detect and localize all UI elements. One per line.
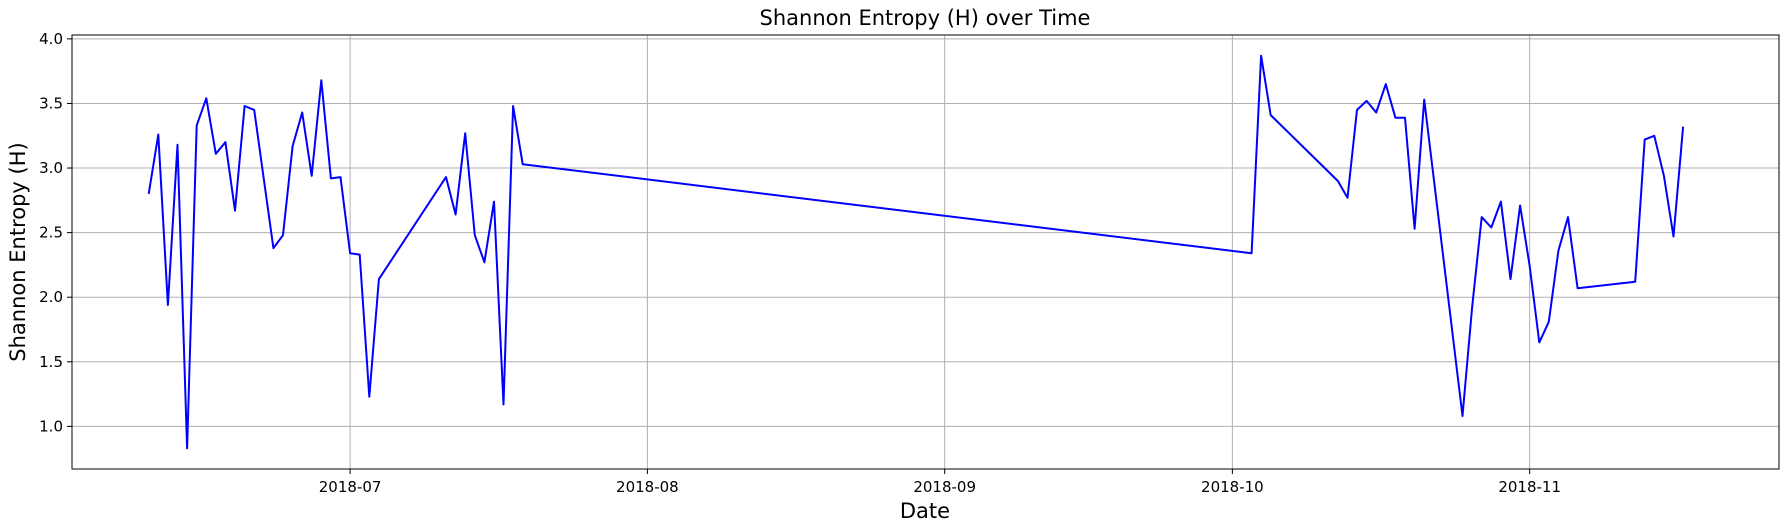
y-tick-label: 4.0 <box>39 30 63 48</box>
y-tick-label: 2.5 <box>39 224 63 242</box>
y-tick-label: 3.5 <box>39 94 63 112</box>
series-line <box>147 54 1685 450</box>
chart-title: Shannon Entropy (H) over Time <box>760 6 1091 30</box>
y-tick-label: 3.0 <box>39 159 63 177</box>
y-tick-label: 1.5 <box>39 353 63 371</box>
x-axis-title: Date <box>900 499 950 523</box>
y-axis-title: Shannon Entropy (H) <box>6 142 30 361</box>
grid-lines <box>72 35 1779 469</box>
x-tick-label: 2018-11 <box>1498 478 1561 496</box>
plot-frame <box>71 34 1780 470</box>
x-tick-label: 2018-09 <box>913 478 976 496</box>
y-tick-label: 2.0 <box>39 288 63 306</box>
x-tick-label: 2018-10 <box>1201 478 1264 496</box>
series-layer <box>147 54 1685 450</box>
x-tick-label: 2018-07 <box>319 478 382 496</box>
axis-ticks: 2018-07 2018-08 2018-09 2018-10 2018-11 1.0 1.… <box>39 30 1561 496</box>
y-tick-label: 1.0 <box>39 417 63 435</box>
x-tick-label: 2018-08 <box>616 478 679 496</box>
